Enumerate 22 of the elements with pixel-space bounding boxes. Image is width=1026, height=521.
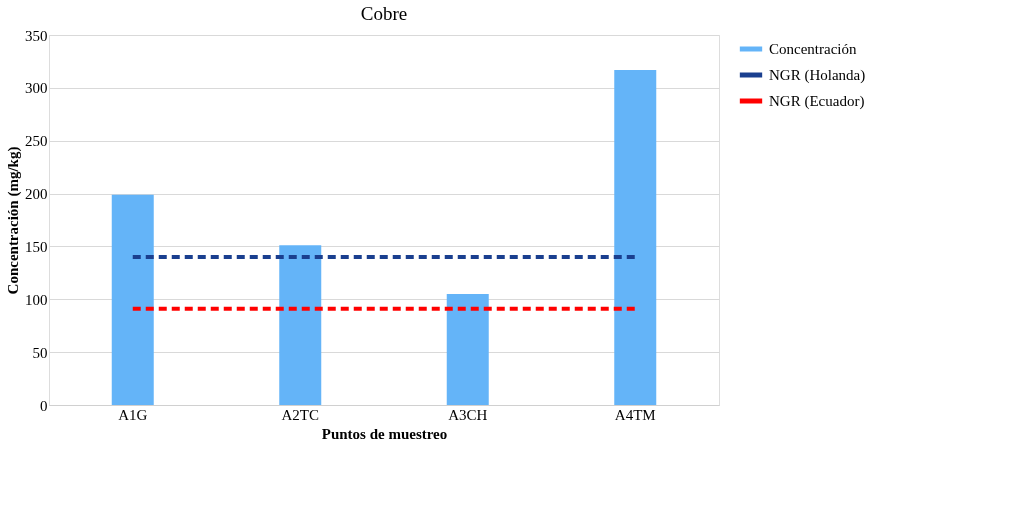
x-tick-label: A4TM [614, 406, 656, 423]
bar [446, 294, 489, 405]
y-tick-label: 50 [32, 344, 48, 361]
y-tick-label: 300 [25, 80, 48, 97]
y-tick-label: 200 [25, 186, 48, 203]
legend-label: NGR (Ecuador) [769, 93, 865, 110]
x-tick-label: A2TC [281, 406, 319, 423]
x-tick-label: A3CH [448, 406, 488, 423]
bar [279, 245, 322, 405]
y-tick-label: 350 [25, 27, 48, 44]
chart-title: Cobre [360, 3, 408, 24]
bar [614, 69, 657, 405]
bar [111, 194, 154, 405]
y-tick-label: 150 [25, 238, 48, 255]
y-tick-label: 250 [25, 133, 48, 150]
x-axis-title: Puntos de muestreo [321, 425, 448, 442]
x-tick-label: A1G [118, 406, 148, 423]
y-tick-label: 100 [25, 291, 48, 308]
legend-label: Concentración [769, 41, 857, 57]
y-axis-title: Concentración (mg/kg) [5, 146, 22, 295]
legend-label: NGR (Holanda) [769, 67, 866, 84]
y-tick-label: 0 [40, 397, 48, 414]
